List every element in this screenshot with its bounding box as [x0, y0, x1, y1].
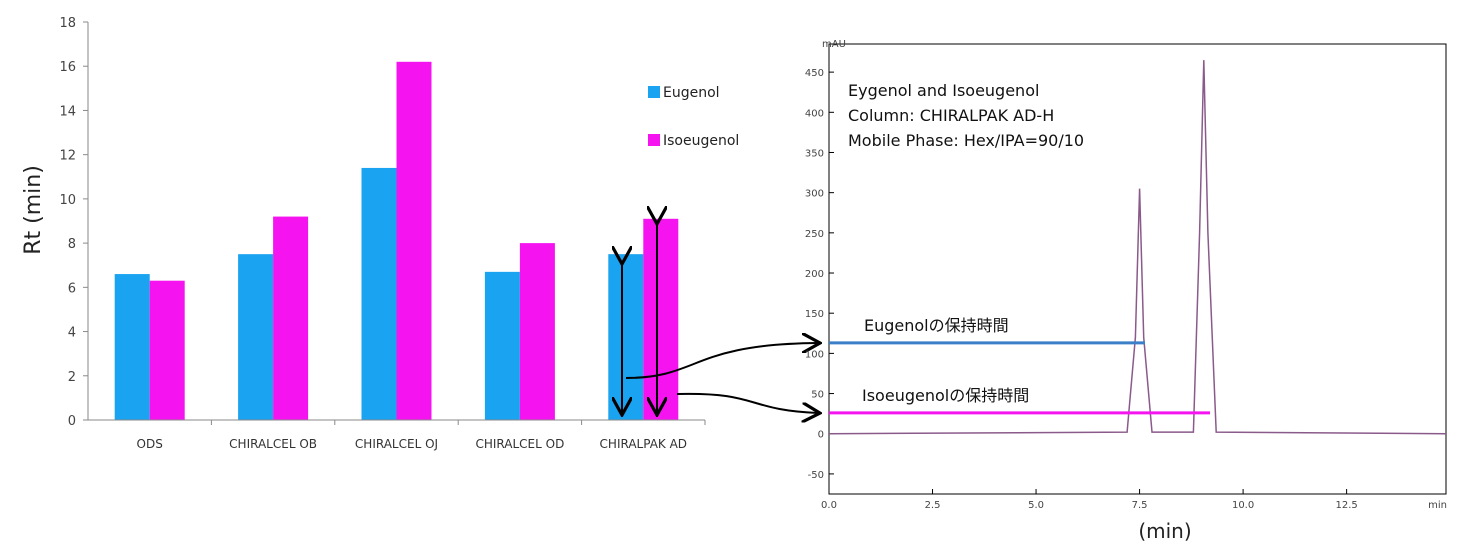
- bar-eugenol-0: [114, 274, 150, 420]
- chromatogram-x-ticks: 0.0 2.5 5.0 7.5 10.0 12.5: [821, 489, 1358, 511]
- retention-label-1: Isoeugenolの保持時間: [862, 386, 1029, 405]
- chromatogram-trace: [828, 60, 1447, 435]
- bar-categories: ODS CHIRALCEL OB CHIRALCEL OJ CHIRALCEL OD C…: [137, 437, 688, 451]
- chromatogram-y-tick-label: 100: [805, 349, 824, 360]
- bar-y-tick-label: 2: [68, 370, 76, 385]
- bar-y-tick-label: 0: [68, 414, 76, 429]
- annotation-line-0: Eygenol and Isoeugenol: [848, 81, 1039, 100]
- bar-y-tick-label: 8: [68, 237, 76, 252]
- bar-isoeugenol-3: [519, 243, 555, 420]
- chromatogram-y-tick-label: 150: [805, 309, 824, 320]
- bar-y-axis-label: Rt (min): [21, 165, 46, 255]
- retention-label-0: Eugenolの保持時間: [864, 316, 1009, 335]
- bar-y-tick-label: 16: [59, 60, 76, 75]
- bar-chart: 0 2 4 6 8 10 12 14 16 18 ODS CHIRALCEL OB CHIRALCEL…: [21, 16, 739, 451]
- chromatogram-x-tick-label: 5.0: [1028, 500, 1044, 511]
- legend-label-isoeugenol: Isoeugenol: [663, 133, 739, 149]
- bar-y-tick-label: 14: [59, 104, 76, 119]
- bar-category-label: CHIRALCEL OJ: [355, 437, 438, 451]
- chromatogram-y-tick-label: 0: [818, 430, 824, 441]
- chromatogram-y-tick-label: 300: [805, 189, 824, 200]
- eugenol-connector-arrow: [625, 343, 818, 379]
- chromatogram-y-tick-label: 250: [805, 229, 824, 240]
- chromatogram-y-tick-label: 400: [805, 108, 824, 119]
- legend-swatch-isoeugenol: [648, 134, 660, 146]
- chromatogram-x-tick-label: 10.0: [1232, 500, 1254, 511]
- chromatogram-annotation: Eygenol and Isoeugenol Column: CHIRALPAK …: [848, 81, 1084, 150]
- bar-category-label: CHIRALPAK AD: [600, 437, 688, 451]
- chromatogram-y-tick-label: 450: [805, 68, 824, 79]
- chromatogram-y-tick-label: 200: [805, 269, 824, 280]
- bar-isoeugenol-1: [273, 216, 309, 420]
- annotation-line-1: Column: CHIRALPAK AD-H: [848, 106, 1054, 125]
- bar-legend: Eugenol Isoeugenol: [648, 85, 739, 149]
- bar-eugenol-2: [361, 167, 397, 420]
- bar-y-tick-label: 4: [68, 326, 76, 341]
- bar-eugenol-3: [484, 271, 520, 420]
- isoeugenol-connector-arrow: [676, 392, 818, 413]
- legend-swatch-eugenol: [648, 86, 660, 98]
- bar-isoeugenol-0: [149, 280, 185, 420]
- chromatogram-x-tick-label: 2.5: [925, 500, 941, 511]
- chromatogram-frame: [828, 43, 1447, 495]
- chromatogram-y-ticks: -50 0 50 100 150 200 250 300 350 400 450: [805, 68, 834, 481]
- bar-y-tick-label: 6: [68, 281, 76, 296]
- chromatogram-y-tick-label: 50: [811, 390, 824, 401]
- chromatogram-y-tick-label: -50: [808, 470, 824, 481]
- bar-y-tick-label: 12: [59, 149, 76, 164]
- chromatogram-x-tick-label: 7.5: [1132, 500, 1148, 511]
- bar-y-ticks: 0 2 4 6 8 10 12 14 16 18: [59, 16, 76, 429]
- bar-y-tick-label: 10: [59, 193, 76, 208]
- chromatogram-y-tick-label: 350: [805, 148, 824, 159]
- bar-category-label: ODS: [137, 437, 163, 451]
- bar-category-label: CHIRALCEL OB: [229, 437, 317, 451]
- chromatogram-y-unit: mAU: [822, 39, 846, 50]
- chromatogram-x-tick-label: 12.5: [1335, 500, 1357, 511]
- chromatogram-x-unit: min: [1428, 500, 1447, 511]
- annotation-line-2: Mobile Phase: Hex/IPA=90/10: [848, 131, 1084, 150]
- chromatogram-x-tick-label: 0.0: [821, 500, 837, 511]
- retention-markers: Eugenolの保持時間 Isoeugenolの保持時間: [829, 316, 1210, 415]
- legend-label-eugenol: Eugenol: [663, 85, 720, 101]
- chromatogram-x-axis-label: (min): [1138, 519, 1191, 543]
- bar-series: [114, 61, 679, 421]
- bar-eugenol-1: [238, 254, 274, 420]
- bar-isoeugenol-2: [396, 61, 432, 421]
- bar-y-tick-label: 18: [59, 16, 76, 31]
- bar-eugenol-4: [608, 254, 644, 420]
- bar-gridlines: [83, 21, 706, 425]
- bar-isoeugenol-4: [643, 218, 679, 420]
- bar-category-label: CHIRALCEL OD: [475, 437, 564, 451]
- chromatogram: -50 0 50 100 150 200 250 300 350 400 450 0.0 2.5 5.0…: [805, 39, 1447, 543]
